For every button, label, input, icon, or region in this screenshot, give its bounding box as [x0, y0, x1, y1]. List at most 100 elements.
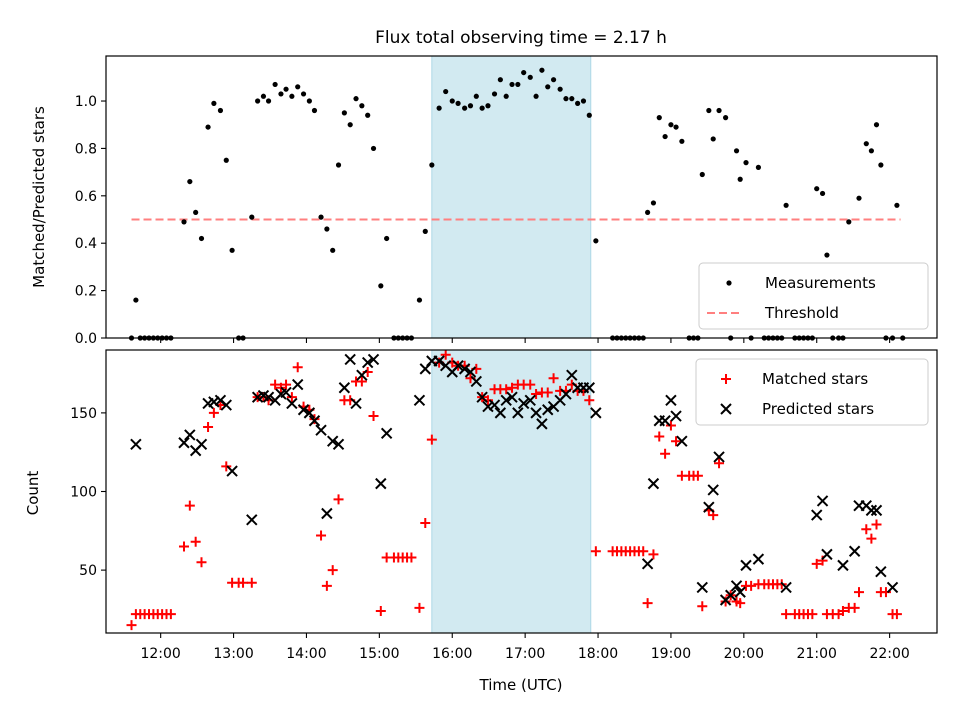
data-point	[503, 93, 509, 99]
data-point	[878, 162, 884, 168]
data-point	[542, 387, 553, 398]
data-point	[203, 422, 214, 433]
data-point	[650, 200, 657, 206]
legend-label: Predicted stars	[762, 400, 874, 418]
data-point	[734, 586, 746, 598]
x-tick-label: 12:00	[140, 646, 180, 662]
data-point	[517, 397, 530, 410]
data-point	[321, 580, 332, 591]
data-point	[467, 103, 474, 109]
data-point	[181, 219, 187, 225]
data-point	[707, 484, 719, 496]
data-point	[433, 355, 445, 367]
data-point	[780, 581, 792, 594]
data-point	[811, 558, 822, 569]
data-point	[482, 400, 494, 413]
data-point	[590, 546, 601, 557]
data-point	[660, 448, 671, 459]
data-point	[671, 436, 682, 447]
data-point	[676, 435, 688, 447]
data-point	[429, 162, 435, 168]
data-point	[819, 190, 826, 197]
data-point	[542, 404, 554, 416]
data-point	[491, 91, 498, 97]
data-point	[848, 545, 861, 557]
data-point	[416, 297, 423, 303]
x-tick-label: 15:00	[359, 646, 399, 662]
data-point	[280, 386, 292, 399]
data-point	[295, 84, 301, 90]
data-point	[536, 418, 548, 430]
data-point	[278, 91, 284, 97]
data-point	[272, 81, 278, 88]
y-tick-label: 100	[70, 485, 97, 501]
data-point	[816, 495, 829, 507]
data-point	[720, 596, 731, 607]
data-point	[365, 112, 371, 118]
data-point	[384, 235, 390, 242]
y-tick-label: 150	[70, 406, 97, 422]
data-point	[837, 605, 848, 616]
data-point	[733, 148, 740, 154]
data-point	[560, 388, 572, 400]
data-point	[584, 395, 595, 406]
data-point	[315, 424, 327, 436]
data-point	[545, 84, 551, 90]
data-point	[494, 407, 507, 419]
data-point	[506, 391, 518, 403]
data-point	[531, 389, 542, 400]
series-measurements	[128, 67, 906, 341]
data-point	[814, 186, 820, 192]
data-point	[891, 609, 902, 620]
data-point	[583, 382, 595, 394]
data-point	[824, 252, 830, 258]
data-point	[286, 397, 298, 410]
data-point	[886, 581, 899, 594]
data-point	[265, 98, 272, 104]
data-point	[880, 587, 891, 598]
data-point	[807, 609, 818, 620]
data-point	[501, 384, 512, 395]
data-point	[509, 81, 515, 88]
legend-label: Threshold	[764, 304, 839, 322]
data-point	[580, 98, 587, 104]
data-point	[184, 500, 195, 511]
data-point	[368, 411, 379, 422]
data-point	[821, 548, 833, 561]
data-point	[440, 349, 451, 360]
top-y-axis-label: Matched/Predicted stars	[30, 106, 48, 288]
data-point	[165, 609, 176, 620]
data-point	[443, 88, 449, 95]
data-point	[735, 598, 746, 609]
series-predicted-stars	[130, 353, 899, 606]
legend-label: Matched stars	[762, 370, 868, 388]
data-point	[714, 458, 725, 469]
data-point	[281, 379, 292, 390]
data-point	[318, 214, 324, 220]
data-point	[473, 93, 479, 99]
data-point	[647, 477, 660, 490]
data-point	[781, 609, 792, 620]
data-point	[485, 103, 491, 109]
data-point	[353, 96, 359, 102]
data-point	[130, 438, 142, 451]
y-tick-label: 0.2	[75, 284, 97, 300]
data-point	[575, 100, 581, 106]
data-point	[414, 602, 425, 613]
data-point	[292, 378, 304, 391]
data-point	[525, 379, 536, 390]
data-point	[645, 209, 651, 216]
data-point	[743, 160, 749, 166]
data-point	[692, 470, 703, 481]
data-point	[539, 67, 545, 73]
data-point	[642, 598, 653, 609]
legend-marker-measurements	[726, 280, 732, 286]
data-point	[811, 509, 823, 521]
data-point	[426, 434, 437, 445]
data-point	[673, 124, 679, 130]
data-point	[837, 559, 849, 572]
data-point	[548, 373, 559, 384]
data-point	[752, 553, 765, 565]
data-point	[229, 247, 235, 253]
data-point	[703, 501, 715, 513]
